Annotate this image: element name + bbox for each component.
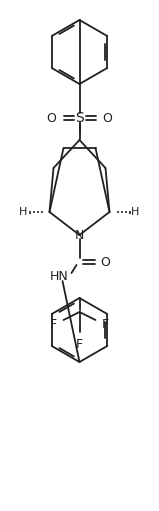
Text: N: N — [75, 228, 84, 242]
Text: S: S — [75, 111, 84, 125]
Text: H: H — [131, 207, 140, 217]
Text: F: F — [76, 337, 83, 351]
Text: HN: HN — [50, 269, 69, 283]
Text: H: H — [19, 207, 28, 217]
Text: F: F — [102, 317, 109, 331]
Text: F: F — [50, 317, 57, 331]
Text: O: O — [47, 111, 56, 125]
Text: O: O — [100, 256, 111, 268]
Text: O: O — [103, 111, 112, 125]
